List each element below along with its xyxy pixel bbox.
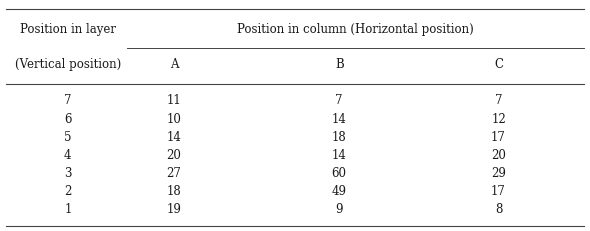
Text: C: C <box>494 58 503 71</box>
Text: 14: 14 <box>166 130 182 143</box>
Text: 4: 4 <box>64 148 71 161</box>
Text: Position in column (Horizontal position): Position in column (Horizontal position) <box>237 22 474 35</box>
Text: 49: 49 <box>332 184 347 197</box>
Text: 11: 11 <box>166 94 181 107</box>
Text: 19: 19 <box>166 202 182 215</box>
Text: 20: 20 <box>166 148 182 161</box>
Text: 6: 6 <box>64 112 71 125</box>
Text: Position in layer: Position in layer <box>20 22 116 35</box>
Text: 2: 2 <box>64 184 71 197</box>
Text: 18: 18 <box>332 130 347 143</box>
Text: 14: 14 <box>332 112 347 125</box>
Text: 3: 3 <box>64 166 71 179</box>
Text: 29: 29 <box>491 166 506 179</box>
Text: (Vertical position): (Vertical position) <box>15 58 121 71</box>
Text: 7: 7 <box>336 94 343 107</box>
Text: 27: 27 <box>166 166 182 179</box>
Text: 8: 8 <box>495 202 502 215</box>
Text: 60: 60 <box>332 166 347 179</box>
Text: B: B <box>335 58 343 71</box>
Text: 17: 17 <box>491 184 506 197</box>
Text: 12: 12 <box>491 112 506 125</box>
Text: 10: 10 <box>166 112 182 125</box>
Text: 20: 20 <box>491 148 506 161</box>
Text: 14: 14 <box>332 148 347 161</box>
Text: 9: 9 <box>336 202 343 215</box>
Text: 1: 1 <box>64 202 71 215</box>
Text: 7: 7 <box>495 94 502 107</box>
Text: 17: 17 <box>491 130 506 143</box>
Text: 7: 7 <box>64 94 71 107</box>
Text: 18: 18 <box>166 184 181 197</box>
Text: 5: 5 <box>64 130 71 143</box>
Text: A: A <box>170 58 178 71</box>
